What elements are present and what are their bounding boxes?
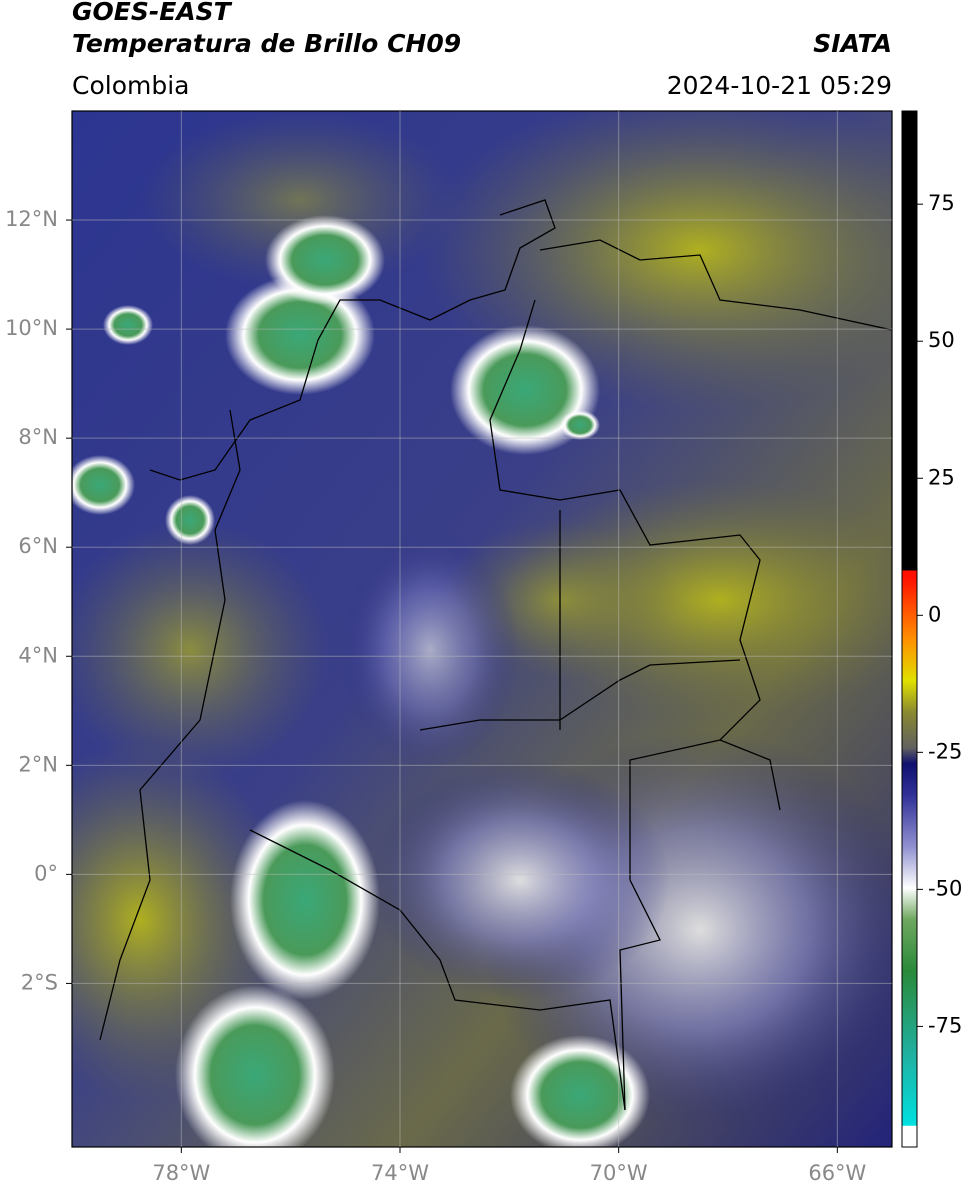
x-tick-label: 70°W [590, 1161, 648, 1185]
colorbar-tick-label: 25 [928, 465, 955, 489]
y-tick-label: 6°N [18, 534, 58, 558]
colorbar-tick-label: -50 [928, 876, 962, 900]
product: Temperatura de Brillo CH09 [72, 29, 461, 58]
satellite: GOES-EAST [72, 0, 233, 26]
y-tick-label: 2°S [21, 970, 58, 994]
y-tick-label: 2°N [18, 752, 58, 776]
colorbar-tick-label: -75 [928, 1013, 962, 1037]
datetime: 2024-10-21 05:29 [667, 71, 892, 100]
map-frame [71, 110, 893, 1148]
satellite-image [72, 111, 892, 1147]
x-tick-label: 74°W [371, 1161, 429, 1185]
colorbar-tick-label: 50 [928, 328, 955, 352]
colorbar-tick-label: 75 [928, 191, 955, 215]
region: Colombia [72, 71, 189, 100]
y-tick-label: 10°N [5, 316, 58, 340]
y-tick-label: 12°N [5, 207, 58, 231]
source: SIATA [813, 29, 892, 58]
y-tick-label: 8°N [18, 425, 58, 449]
y-tick-label: 4°N [18, 643, 58, 667]
colorbar-tick-label: 0 [928, 602, 941, 626]
colorbar [901, 110, 918, 1148]
x-tick-label: 66°W [808, 1161, 866, 1185]
x-tick-label: 78°W [152, 1161, 210, 1185]
y-tick-label: 0° [34, 861, 58, 885]
colorbar-tick-label: -25 [928, 739, 962, 763]
